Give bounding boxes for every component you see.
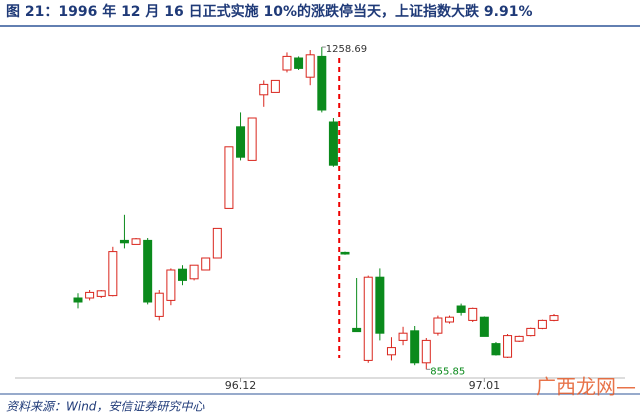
candle-body <box>410 330 420 364</box>
candle-body <box>85 291 95 299</box>
watermark: 广西龙网— <box>536 375 636 399</box>
annotation: 1258.69 <box>326 44 367 55</box>
candle-body <box>352 327 362 333</box>
candle-body <box>456 305 466 313</box>
candle-body <box>305 54 315 78</box>
candle-body <box>143 239 153 303</box>
candle-body <box>433 317 443 334</box>
x-tick-label: 96.12 <box>225 379 257 392</box>
candle-body <box>259 83 269 96</box>
candle-body <box>526 327 536 337</box>
candle-body <box>468 307 478 321</box>
candle-body <box>177 268 187 281</box>
candle-body <box>224 146 234 209</box>
candle-body <box>340 251 350 255</box>
candle-body <box>421 339 431 364</box>
candle-body <box>282 55 292 71</box>
chart-title: 图 21：1996 年 12 月 16 日正式实施 10%的涨跌停当天，上证指数… <box>6 3 532 20</box>
candle-body <box>236 126 246 158</box>
candle-body <box>189 264 199 280</box>
candle-body <box>247 117 257 161</box>
candle-body <box>398 332 408 341</box>
candle-body <box>537 319 547 329</box>
candle-body <box>270 79 280 93</box>
candle-body <box>294 57 304 69</box>
annotation: 855.85 <box>430 366 465 377</box>
candle-body <box>212 227 222 259</box>
candle-body <box>201 257 211 271</box>
candle-body <box>154 292 164 317</box>
candle-body <box>445 316 455 323</box>
candle-body <box>328 121 338 166</box>
candle-body <box>108 251 118 297</box>
candle-body <box>317 55 327 111</box>
candle-body <box>549 315 559 321</box>
source: 资料来源：Wind，安信证券研究中心 <box>6 400 205 414</box>
x-tick-label: 97.01 <box>469 379 501 392</box>
candle-body <box>375 276 385 334</box>
candle-body <box>386 347 396 356</box>
candle-body <box>514 335 524 342</box>
candle-body <box>119 239 129 244</box>
candle-body <box>166 269 176 301</box>
candle-body <box>363 276 373 361</box>
candle-body <box>96 290 106 297</box>
candle-body <box>131 238 141 245</box>
candle-body <box>503 335 513 358</box>
candle-body <box>491 343 501 356</box>
candle-body <box>73 297 83 303</box>
candle-body <box>479 316 489 337</box>
